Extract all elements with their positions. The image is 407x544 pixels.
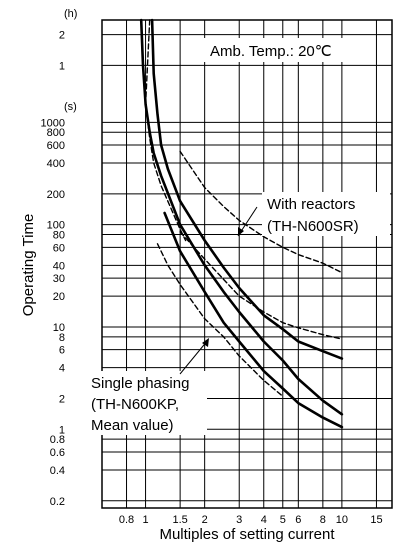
x-axis-label: Multiples of setting current bbox=[159, 526, 335, 543]
reactors-annotation-line1: With reactors bbox=[267, 196, 355, 213]
y-axis-label: Operating Time bbox=[20, 214, 37, 317]
y-tick-label: 8 bbox=[59, 332, 65, 344]
single-phasing-arrowhead bbox=[202, 338, 209, 347]
reactors-label-box bbox=[262, 192, 390, 236]
reactors-arrowhead bbox=[238, 227, 244, 236]
x-tick-label: 1 bbox=[142, 514, 148, 526]
y-tick-label: 80 bbox=[53, 230, 65, 242]
y-tick-label: 30 bbox=[53, 273, 65, 285]
solid-curve-2 bbox=[163, 211, 344, 429]
y-tick-label: 2 bbox=[59, 30, 65, 42]
dashed-curve-5 bbox=[179, 150, 343, 274]
y-tick-label: 2 bbox=[59, 393, 65, 405]
solid-curve-1 bbox=[139, 18, 344, 416]
single-phasing-leader-arrow bbox=[179, 339, 209, 375]
temperature-box bbox=[203, 38, 343, 62]
dashed-curve-3 bbox=[144, 19, 187, 242]
y-tick-label: 20 bbox=[53, 291, 65, 303]
y-tick-label: 800 bbox=[47, 127, 65, 139]
curves bbox=[139, 18, 344, 429]
y-tick-label: 0.8 bbox=[50, 434, 65, 446]
x-tick-label: 1.5 bbox=[172, 514, 187, 526]
y-tick-label: 6 bbox=[59, 345, 65, 357]
y-tick-label: 0.4 bbox=[50, 465, 65, 477]
x-tick-label: 0.8 bbox=[119, 514, 134, 526]
y-tick-label: 0.6 bbox=[50, 447, 65, 459]
y-tick-label: 1 bbox=[59, 60, 65, 72]
reactors-annotation-line2: (TH-N600SR) bbox=[267, 218, 359, 235]
x-tick-labels: 0.8 1 1.5 2 3 4 5 6 8 10 15 bbox=[119, 514, 383, 526]
y-tick-label: 40 bbox=[53, 260, 65, 272]
y-tick-label: 0.2 bbox=[50, 496, 65, 508]
y-tick-label: 10 bbox=[53, 322, 65, 334]
y-tick-label: 600 bbox=[47, 140, 65, 152]
x-tick-label: 3 bbox=[236, 514, 242, 526]
grid-lines bbox=[102, 20, 392, 508]
x-tick-label: 10 bbox=[336, 514, 348, 526]
y-tick-label: 100 bbox=[47, 220, 65, 232]
hours-unit-label: (h) bbox=[64, 8, 77, 20]
x-tick-label: 15 bbox=[370, 514, 382, 526]
dashed-curve-4 bbox=[156, 243, 284, 397]
temperature-annotation: Amb. Temp.: 20℃ bbox=[210, 43, 332, 60]
single-phasing-annotation-line3: Mean value) bbox=[91, 417, 174, 434]
y-tick-label: 400 bbox=[47, 158, 65, 170]
single-phasing-annotation-line1: Single phasing bbox=[91, 375, 189, 392]
y-tick-label: 4 bbox=[59, 363, 65, 375]
x-tick-label: 8 bbox=[320, 514, 326, 526]
y-tick-label: 200 bbox=[47, 189, 65, 201]
seconds-unit-label: (s) bbox=[64, 101, 77, 113]
dashed-curve-6 bbox=[179, 231, 343, 340]
single-phasing-label-box bbox=[85, 371, 207, 435]
x-tick-label: 2 bbox=[202, 514, 208, 526]
single-phasing-annotation-line2: (TH-N600KP, bbox=[91, 396, 179, 413]
plot-frame bbox=[101, 19, 393, 509]
x-tick-label: 5 bbox=[280, 514, 286, 526]
x-tick-label: 6 bbox=[295, 514, 301, 526]
x-tick-label: 4 bbox=[261, 514, 267, 526]
solid-curve-0 bbox=[150, 18, 344, 360]
y-tick-label: 1 bbox=[59, 424, 65, 436]
y-tick-label: 1000 bbox=[41, 117, 65, 129]
y-tick-label: 60 bbox=[53, 242, 65, 254]
y-tick-labels: 211000800600400200100806040302010864210.… bbox=[41, 30, 65, 508]
